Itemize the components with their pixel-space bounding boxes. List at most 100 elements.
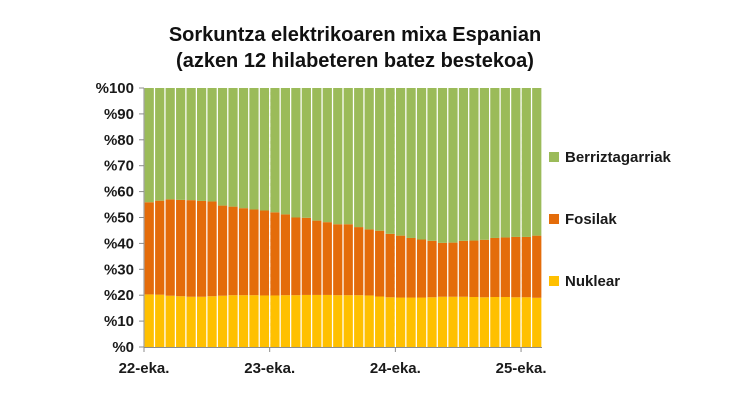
bar-segment-3-8 — [228, 88, 238, 207]
bar-segment-1-5 — [197, 296, 207, 347]
bar-segment-2-37 — [532, 235, 542, 298]
bar-segment-2-30 — [458, 240, 469, 297]
bar-segment-3-31 — [469, 88, 479, 241]
chart-title: Sorkuntza elektrikoaren mixa Espanian (a… — [100, 22, 610, 74]
x-tick-label-0: 22-eka. — [119, 360, 170, 377]
bar-segment-1-27 — [427, 297, 437, 347]
bar-segment-2-9 — [238, 208, 249, 296]
bar-segment-3-0 — [144, 88, 154, 203]
bar-segment-1-35 — [511, 297, 521, 347]
bar-segment-1-29 — [448, 296, 458, 347]
bar-segment-1-25 — [406, 297, 416, 347]
y-tick-label-0: %0 — [112, 339, 134, 356]
bar-segment-2-24 — [396, 235, 406, 298]
legend-label-2: Fosilak — [565, 211, 617, 228]
bar-segment-1-18 — [333, 295, 343, 347]
bar-segment-3-22 — [375, 88, 385, 231]
bar-segment-3-18 — [333, 88, 343, 225]
bar-segment-2-23 — [385, 233, 395, 298]
bar-segment-3-14 — [291, 88, 301, 218]
bar-segment-1-7 — [217, 295, 228, 347]
bar-segment-1-3 — [176, 296, 186, 347]
legend-label-3: Nuklear — [565, 273, 620, 290]
bar-segment-2-13 — [280, 214, 291, 296]
bar-segment-2-7 — [217, 205, 228, 296]
bar-segment-1-15 — [301, 294, 311, 347]
bar-segment-1-16 — [312, 294, 322, 347]
bar-segment-2-3 — [176, 199, 186, 297]
bar-segment-1-1 — [155, 294, 165, 347]
bar-segment-1-36 — [521, 297, 531, 347]
bar-segment-1-13 — [280, 295, 291, 347]
y-tick-label-4: %40 — [104, 235, 134, 252]
bar-segment-3-17 — [322, 88, 332, 223]
bar-segment-2-5 — [197, 200, 207, 297]
bar-segment-2-6 — [207, 201, 217, 297]
bar-segment-2-26 — [416, 239, 427, 298]
bar-segment-2-19 — [343, 224, 353, 296]
bar-segment-1-31 — [469, 297, 479, 347]
bar-segment-3-28 — [437, 88, 448, 243]
bar-segment-1-10 — [249, 295, 259, 347]
bar-segment-1-22 — [375, 296, 385, 347]
bar-segment-3-6 — [207, 88, 217, 202]
bar-segment-2-14 — [291, 217, 301, 296]
chart-title-line-1: Sorkuntza elektrikoaren mixa Espanian — [168, 24, 542, 46]
bar-segment-1-19 — [343, 295, 353, 347]
bar-segment-2-28 — [437, 242, 448, 297]
y-tick-label-8: %80 — [104, 132, 134, 149]
bar-segment-3-25 — [406, 88, 416, 238]
bar-segment-3-5 — [197, 88, 207, 201]
bar-segment-2-34 — [500, 237, 510, 298]
chart-title-line-2: (azken 12 hilabeteren batez bestekoa) — [176, 50, 534, 72]
bar-segment-1-12 — [270, 295, 280, 347]
bar-segment-3-24 — [396, 88, 406, 236]
y-tick-label-2: %20 — [104, 287, 134, 304]
bar-segment-3-36 — [521, 88, 531, 237]
bar-segment-2-31 — [469, 240, 479, 298]
bar-segment-1-26 — [416, 297, 427, 347]
y-tick-label-10: %100 — [96, 80, 134, 97]
bar-segment-3-16 — [312, 88, 322, 221]
bar-segment-2-33 — [490, 237, 500, 298]
bar-segment-3-2 — [165, 88, 175, 200]
x-tick-label-1: 23-eka. — [244, 360, 295, 377]
bar-segment-2-27 — [427, 240, 437, 298]
bar-segment-2-22 — [375, 230, 385, 297]
bar-segment-2-17 — [322, 222, 332, 295]
bar-segment-3-21 — [364, 88, 374, 230]
bar-segment-1-24 — [396, 297, 406, 347]
bar-segment-1-33 — [490, 297, 500, 347]
bar-segment-1-21 — [364, 295, 374, 347]
legend-swatch-3 — [549, 276, 559, 286]
bar-segment-2-1 — [155, 200, 165, 295]
bar-segment-3-1 — [155, 88, 165, 201]
bar-segment-3-35 — [511, 88, 521, 237]
bar-segment-1-11 — [259, 295, 270, 347]
bar-segment-2-21 — [364, 229, 374, 296]
bar-segment-1-28 — [437, 296, 448, 347]
bar-segment-1-8 — [228, 295, 238, 347]
bar-segment-3-11 — [259, 88, 270, 211]
bar-segment-3-19 — [343, 88, 353, 225]
y-tick-label-6: %60 — [104, 184, 134, 201]
bar-segment-3-13 — [280, 88, 291, 215]
bar-segment-3-29 — [448, 88, 458, 243]
bar-segment-3-23 — [385, 88, 395, 234]
bar-segment-1-4 — [186, 296, 196, 347]
bar-segment-2-29 — [448, 242, 458, 297]
bar-segment-2-10 — [249, 209, 259, 296]
bar-segment-1-6 — [207, 296, 217, 347]
legend-swatch-2 — [549, 214, 559, 224]
bar-segment-3-4 — [186, 88, 196, 201]
bar-segment-1-2 — [165, 295, 175, 347]
bar-segment-2-15 — [301, 217, 311, 295]
bar-segment-1-32 — [479, 297, 490, 347]
bar-segment-3-34 — [500, 88, 510, 238]
bar-segment-3-9 — [238, 88, 249, 209]
bar-segment-2-12 — [270, 212, 280, 296]
bar-segment-3-10 — [249, 88, 259, 210]
x-tick-label-2: 24-eka. — [370, 360, 421, 377]
bar-segment-2-36 — [521, 236, 531, 298]
